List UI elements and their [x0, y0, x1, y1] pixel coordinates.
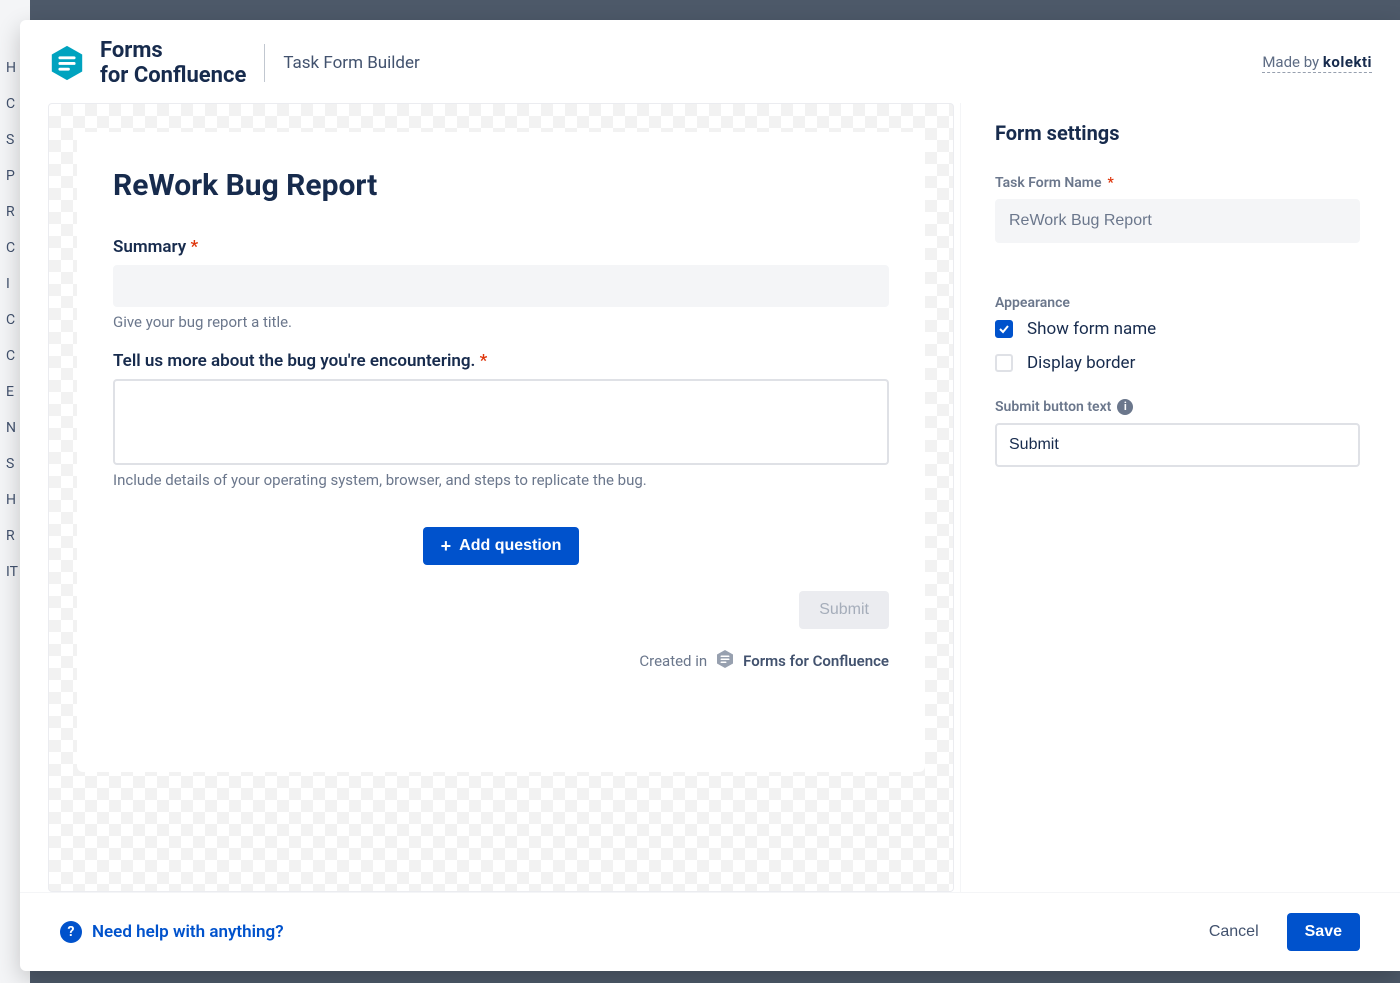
preview-submit-button: Submit — [799, 591, 889, 629]
made-by-prefix: Made by — [1262, 53, 1323, 71]
created-in-row: Created in Forms for Confluence — [113, 649, 889, 673]
task-form-name-input[interactable] — [995, 199, 1360, 243]
field-label-text: Tell us more about the bug you're encoun… — [113, 351, 475, 371]
settings-title: Form settings — [995, 121, 1360, 145]
task-form-name-label: Task Form Name * — [995, 175, 1360, 191]
label-text: Task Form Name — [995, 175, 1102, 191]
submit-row: Submit — [113, 591, 889, 629]
required-asterisk: * — [190, 237, 198, 257]
help-icon: ? — [60, 921, 82, 943]
appearance-label: Appearance — [995, 295, 1360, 311]
required-asterisk: * — [480, 351, 488, 371]
created-brand: Forms for Confluence — [743, 652, 889, 670]
display-border-label: Display border — [1027, 353, 1135, 373]
help-link[interactable]: ? Need help with anything? — [60, 921, 284, 943]
builder-title: Task Form Builder — [283, 53, 419, 73]
plus-icon: + — [441, 537, 452, 555]
made-by-link[interactable]: Made by kolekti — [1262, 53, 1372, 73]
forms-logo-icon — [48, 44, 86, 82]
save-button[interactable]: Save — [1287, 913, 1360, 951]
add-question-button[interactable]: + Add question — [423, 527, 580, 565]
add-question-label: Add question — [459, 537, 561, 555]
submit-text-label: Submit button text i — [995, 399, 1360, 415]
form-card: ReWork Bug Report Summary * Give your bu… — [77, 132, 925, 772]
footer-actions: Cancel Save — [1195, 913, 1360, 951]
display-border-checkbox[interactable] — [995, 354, 1013, 372]
show-form-name-row[interactable]: Show form name — [995, 319, 1360, 339]
form-title: ReWork Bug Report — [113, 168, 889, 203]
made-by-brand: kolekti — [1323, 53, 1372, 71]
cancel-button[interactable]: Cancel — [1195, 913, 1273, 951]
show-form-name-label: Show form name — [1027, 319, 1156, 339]
info-icon[interactable]: i — [1117, 399, 1133, 415]
details-textarea[interactable] — [113, 379, 889, 465]
app-name-line1: Forms — [100, 38, 246, 63]
forms-mini-icon — [715, 649, 735, 673]
modal-header: Forms for Confluence Task Form Builder M… — [20, 20, 1400, 103]
form-builder-modal: Forms for Confluence Task Form Builder M… — [20, 20, 1400, 971]
modal-body: ReWork Bug Report Summary * Give your bu… — [20, 103, 1400, 892]
submit-text-input[interactable] — [995, 423, 1360, 467]
show-form-name-checkbox[interactable] — [995, 320, 1013, 338]
modal-footer: ? Need help with anything? Cancel Save — [20, 892, 1400, 971]
field-summary[interactable]: Summary * Give your bug report a title. — [113, 237, 889, 331]
label-text: Submit button text — [995, 399, 1111, 415]
app-name-line2: for Confluence — [100, 63, 246, 88]
display-border-row[interactable]: Display border — [995, 353, 1360, 373]
created-prefix: Created in — [639, 652, 707, 670]
add-question-row: + Add question — [113, 527, 889, 565]
required-asterisk: * — [1108, 175, 1114, 191]
summary-input[interactable] — [113, 265, 889, 307]
form-canvas[interactable]: ReWork Bug Report Summary * Give your bu… — [48, 103, 954, 892]
header-divider — [264, 44, 265, 82]
help-text: Need help with anything? — [92, 922, 284, 942]
app-name: Forms for Confluence — [100, 38, 246, 89]
field-label: Tell us more about the bug you're encoun… — [113, 351, 889, 371]
field-label-text: Summary — [113, 237, 186, 257]
field-label: Summary * — [113, 237, 889, 257]
settings-panel: Form settings Task Form Name * Appearance… — [960, 103, 1400, 892]
field-help: Give your bug report a title. — [113, 313, 889, 331]
field-help: Include details of your operating system… — [113, 471, 889, 489]
field-details[interactable]: Tell us more about the bug you're encoun… — [113, 351, 889, 489]
